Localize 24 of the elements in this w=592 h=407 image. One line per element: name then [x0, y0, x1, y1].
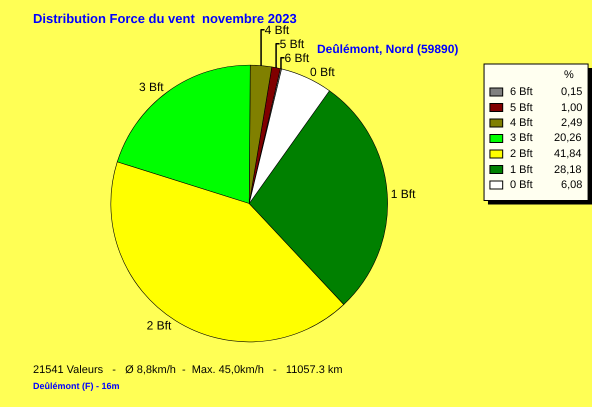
- legend-label: 0 Bft: [510, 179, 533, 191]
- slice-label: 1 Bft: [390, 187, 416, 202]
- legend-label: 5 Bft: [510, 102, 533, 114]
- data-label: 28,18: [554, 164, 582, 176]
- slice-label: 0 Bft: [310, 64, 336, 79]
- legend-label: 6 Bft: [510, 86, 533, 98]
- legend-label: 2 Bft: [510, 148, 533, 160]
- text: Deûlémont, Nord (59890): [317, 42, 458, 56]
- legend-title: %: [564, 69, 574, 81]
- slice-label: 3 Bft: [138, 80, 164, 94]
- slice-label: 2 Bft: [146, 318, 172, 333]
- legend-label: 4 Bft: [510, 117, 533, 129]
- text: 21541 Valeurs - Ø 8,8km/h - Max. 45,0km/h - 11057.3 km: [33, 364, 343, 376]
- legend-label: 3 Bft: [510, 132, 533, 144]
- text: Deûlémont (F) - 16m: [33, 381, 120, 391]
- data-label: 20,26: [554, 132, 582, 144]
- slice-label: 6 Bft: [284, 50, 310, 65]
- data-label: 1,00: [561, 102, 582, 114]
- data-label: 2,49: [561, 117, 582, 129]
- slice-label: 5 Bft: [280, 36, 305, 51]
- legend-label: 1 Bft: [510, 164, 533, 176]
- data-label: 41,84: [554, 148, 582, 160]
- data-label: 6,08: [561, 179, 582, 191]
- data-label: 0,15: [561, 86, 582, 98]
